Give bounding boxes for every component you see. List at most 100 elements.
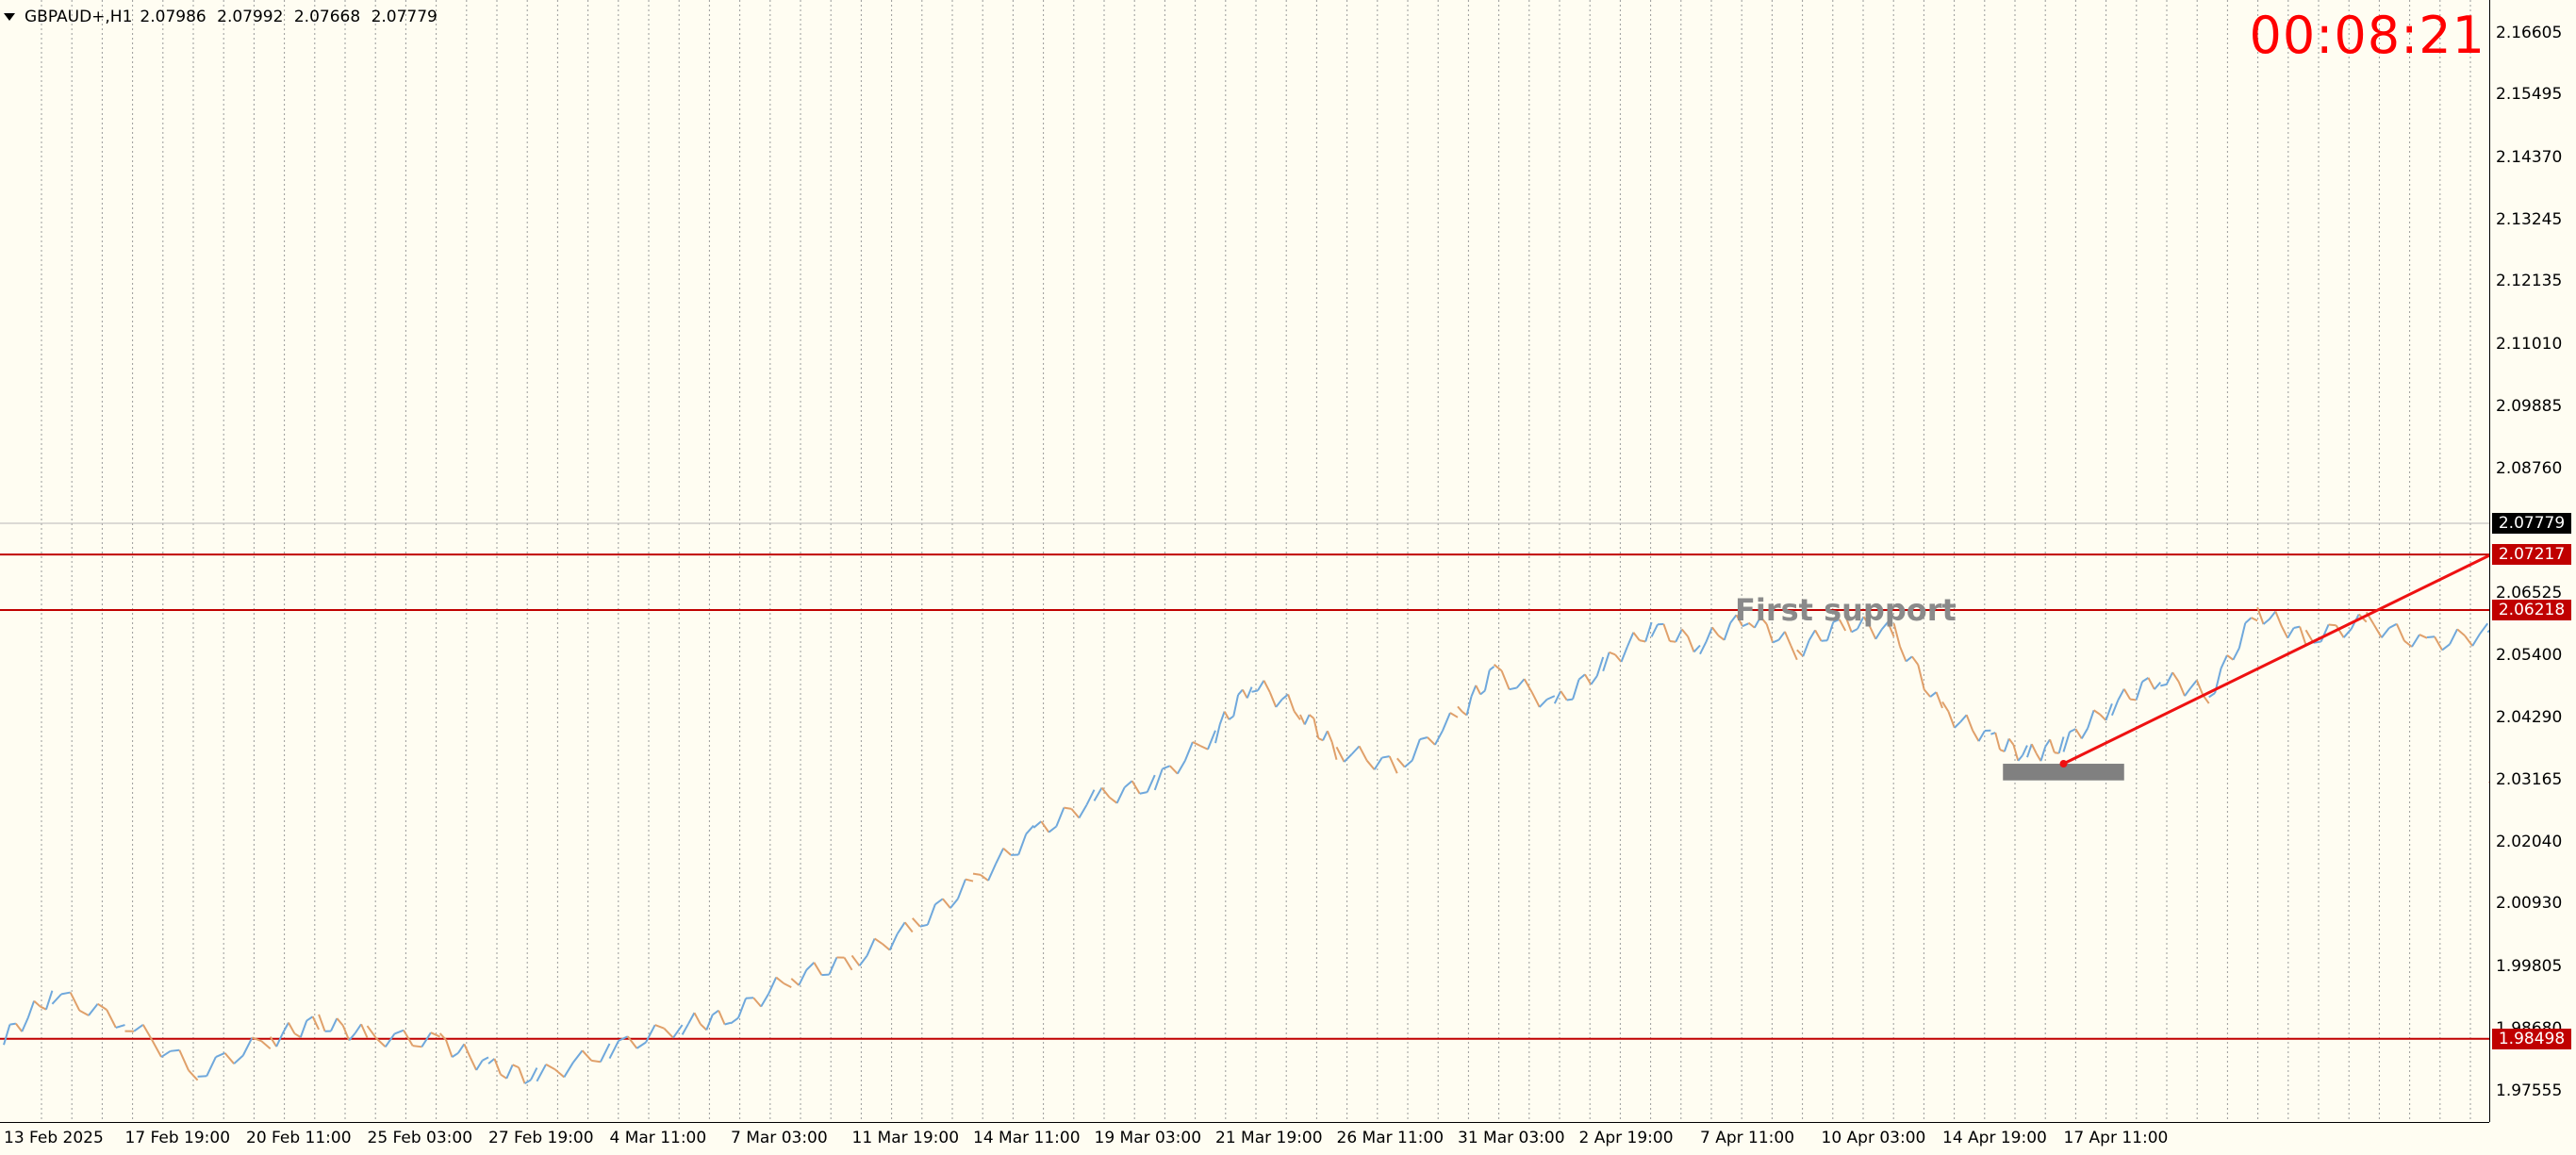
- price-segment: [2480, 623, 2487, 634]
- price-segment: [905, 922, 913, 932]
- price-segment: [1397, 758, 1405, 767]
- price-segment: [1791, 646, 1796, 660]
- price-segment: [1663, 624, 1669, 641]
- price-segment: [16, 1024, 22, 1032]
- price-segment: [1420, 737, 1428, 739]
- price-segment: [1095, 788, 1102, 801]
- price-segment: [2442, 644, 2450, 650]
- price-segment: [2344, 629, 2352, 637]
- time-tick-label: 26 Mar 11:00: [1337, 1129, 1445, 1147]
- price-segment: [1200, 746, 1208, 750]
- price-segment: [2427, 636, 2435, 637]
- price-segment: [610, 1041, 619, 1059]
- price-segment: [814, 963, 821, 975]
- price-segment: [198, 1076, 207, 1077]
- price-segment: [1458, 706, 1462, 712]
- price-segment: [1676, 629, 1681, 641]
- price-segment: [1603, 652, 1609, 671]
- ascending-trendline[interactable]: [2064, 555, 2490, 764]
- trendline-anchor-point[interactable]: [2060, 760, 2068, 767]
- first-support-label[interactable]: First support: [1735, 592, 1957, 628]
- price-segment: [1367, 761, 1375, 770]
- price-segment: [1555, 691, 1560, 703]
- price-segment: [22, 1018, 27, 1032]
- price-segment: [116, 1025, 125, 1028]
- price-segment: [2013, 745, 2018, 761]
- price-segment: [2100, 715, 2105, 720]
- price-segment: [1450, 713, 1458, 718]
- dropdown-triangle-icon[interactable]: [4, 13, 15, 21]
- price-segment: [867, 938, 875, 955]
- price-segment: [1003, 849, 1011, 855]
- price-segment: [471, 1057, 476, 1069]
- price-segment: [1247, 687, 1252, 699]
- price-segment: [791, 979, 799, 985]
- price-segment: [1300, 715, 1305, 724]
- price-segment: [483, 1057, 488, 1060]
- price-segment: [1973, 731, 1978, 741]
- price-segment: [1633, 633, 1639, 640]
- price-segment: [546, 1064, 555, 1069]
- price-segment: [950, 899, 958, 908]
- price-segment: [2465, 635, 2472, 646]
- price-segment: [1352, 746, 1360, 754]
- price-segment: [294, 1033, 300, 1037]
- ohlc-values: 2.07986 2.07992 2.07668 2.07779: [140, 8, 442, 26]
- price-tick-label: 2.12135: [2496, 272, 2562, 290]
- price-segment: [761, 994, 768, 1007]
- price-tick-label: 1.97555: [2496, 1081, 2562, 1100]
- price-segment: [1295, 711, 1300, 719]
- price-segment: [1382, 756, 1390, 757]
- price-segment: [2040, 747, 2045, 761]
- price-segment: [1467, 697, 1472, 716]
- price-segment: [555, 1069, 565, 1077]
- price-segment: [506, 1064, 512, 1078]
- price-tick-label: 2.03165: [2496, 770, 2562, 789]
- price-segment: [206, 1057, 216, 1076]
- price-segment: [973, 874, 981, 875]
- price-segment: [1258, 681, 1263, 691]
- price-segment: [1979, 731, 1985, 741]
- price-segment: [1567, 700, 1573, 701]
- price-segment: [1712, 627, 1718, 635]
- price-segment: [301, 1021, 306, 1038]
- price-segment: [355, 1024, 361, 1033]
- price-segment: [928, 904, 935, 925]
- price-tick-label: 2.00930: [2496, 894, 2562, 913]
- price-segment: [996, 849, 1003, 864]
- price-segment: [844, 958, 851, 970]
- price-segment: [2233, 648, 2238, 659]
- close-value: 2.07779: [372, 8, 438, 26]
- price-segment: [2389, 624, 2397, 628]
- price-segment: [1480, 691, 1485, 695]
- price-segment: [883, 944, 890, 950]
- price-segment: [636, 1043, 646, 1048]
- price-segment: [413, 1046, 422, 1047]
- price-segment: [731, 1018, 738, 1024]
- price-tick-label: 2.08760: [2496, 459, 2562, 478]
- price-segment: [799, 970, 806, 985]
- price-segment: [1155, 768, 1163, 789]
- time-tick-label: 7 Mar 03:00: [731, 1129, 828, 1147]
- price-segment: [1185, 742, 1193, 761]
- price-segment: [913, 918, 920, 927]
- price-segment: [2275, 611, 2281, 626]
- price-segment: [966, 880, 973, 882]
- price-segment: [1033, 821, 1041, 828]
- price-segment: [583, 1050, 592, 1061]
- price-segment: [1170, 766, 1178, 773]
- price-segment: [537, 1064, 546, 1081]
- price-segment: [1955, 722, 1960, 728]
- price-segment: [1942, 701, 1948, 711]
- price-segment: [1360, 746, 1367, 760]
- price-segment: [1948, 712, 1954, 728]
- price-tick-label: 2.11010: [2496, 335, 2562, 354]
- price-segment: [28, 1001, 34, 1018]
- price-segment: [1918, 665, 1924, 689]
- chart-header: GBPAUD+,H1 2.07986 2.07992 2.07668 2.077…: [4, 6, 443, 28]
- price-segment: [988, 864, 996, 881]
